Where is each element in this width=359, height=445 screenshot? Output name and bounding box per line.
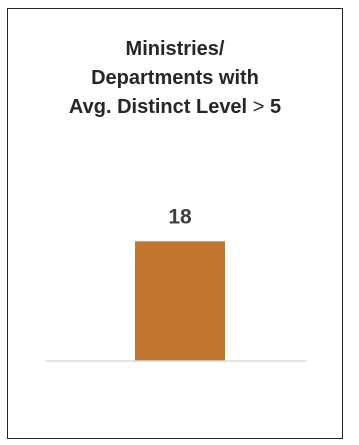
- chart-frame: Ministries/ Departments with Avg. Distin…: [7, 8, 343, 439]
- bar-data-label: 18: [168, 205, 192, 228]
- bar-layer: [135, 241, 225, 361]
- chart-title-line-3: Avg. Distinct Level > 5: [8, 93, 342, 122]
- chart-title: Ministries/ Departments with Avg. Distin…: [8, 35, 342, 122]
- chart-title-operator: >: [252, 96, 265, 118]
- chart-title-value: 5: [269, 96, 282, 118]
- chart-title-line-1: Ministries/: [125, 38, 225, 60]
- chart-title-prefix: Avg. Distinct Level: [68, 96, 248, 118]
- bar: [135, 241, 225, 361]
- data-label-layer: 18: [168, 205, 192, 228]
- chart-title-line-2: Departments with: [91, 67, 259, 89]
